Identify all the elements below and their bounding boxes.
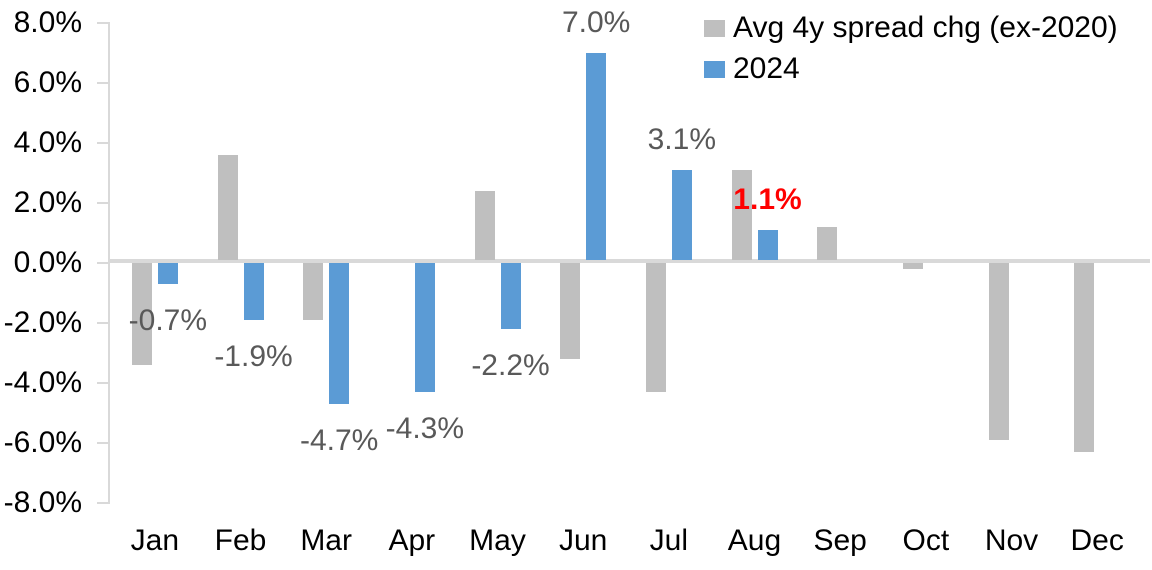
y-axis-tick-label: -8.0% [3, 486, 82, 519]
y-axis-tick-label: 6.0% [13, 66, 82, 99]
y-axis-tick-label: 0.0% [13, 246, 82, 279]
x-axis-label-jul: Jul [649, 524, 688, 557]
y-axis-tick [97, 502, 110, 504]
bar-avg-4y-spread-chg-ex-2020-mar [303, 263, 324, 320]
y-axis-tick-label: -2.0% [3, 306, 82, 339]
legend-item-avg-4y-spread: Avg 4y spread chg (ex-2020) [704, 10, 1118, 46]
y-axis-tick-label: 2.0% [13, 186, 82, 219]
zero-gridline [108, 259, 1150, 263]
y-axis-tick [97, 442, 110, 444]
y-axis-tick [97, 82, 110, 84]
x-axis-label-apr: Apr [388, 524, 436, 557]
bar-avg-4y-spread-chg-ex-2020-oct [902, 263, 923, 269]
x-axis-label-nov: Nov [984, 524, 1039, 557]
bar-avg-4y-spread-chg-ex-2020-jul [645, 263, 666, 392]
x-axis-label-oct: Oct [902, 524, 950, 557]
legend-label-2024: 2024 [733, 52, 800, 85]
y-axis-tick [97, 322, 110, 324]
y-axis-tick-label: -4.0% [3, 366, 82, 399]
data-label-jan: -0.7% [128, 304, 208, 337]
data-label-may: -2.2% [471, 349, 550, 382]
bar-avg-4y-spread-chg-ex-2020-nov [988, 263, 1009, 440]
y-axis-tick [97, 262, 110, 264]
x-axis-label-dec: Dec [1070, 524, 1124, 557]
bar-2024-mar [329, 263, 350, 404]
bar-2024-may [500, 263, 521, 329]
x-axis-label-mar: Mar [300, 524, 352, 557]
data-label-jun: 7.0% [561, 6, 631, 39]
data-label-jul: 3.1% [647, 123, 717, 156]
bar-2024-jul [671, 170, 692, 260]
bar-avg-4y-spread-chg-ex-2020-aug [731, 170, 752, 260]
y-axis-tick [97, 382, 110, 384]
x-axis-label-jan: Jan [130, 524, 180, 557]
bar-avg-4y-spread-chg-ex-2020-sep [817, 227, 838, 260]
bar-2024-jan [157, 263, 178, 284]
bar-avg-4y-spread-chg-ex-2020-feb [217, 155, 238, 260]
bar-avg-4y-spread-chg-ex-2020-jun [560, 263, 581, 359]
legend-label-avg-4y-spread: Avg 4y spread chg (ex-2020) [733, 11, 1118, 44]
bar-avg-4y-spread-chg-ex-2020-may [474, 191, 495, 260]
data-label-apr: -4.3% [385, 412, 465, 445]
y-axis-tick [97, 202, 110, 204]
legend: Avg 4y spread chg (ex-2020) 2024 [704, 10, 1118, 87]
bar-2024-apr [414, 263, 435, 392]
legend-swatch-gray [704, 19, 725, 37]
bar-2024-jun [586, 53, 607, 260]
y-axis-tick-label: 8.0% [13, 6, 82, 39]
x-axis-label-may: May [469, 524, 526, 557]
x-axis-label-jun: Jun [558, 524, 608, 557]
x-axis-label-aug: Aug [727, 524, 782, 557]
bar-avg-4y-spread-chg-ex-2020-dec [1074, 263, 1095, 452]
y-axis-tick-label: 4.0% [13, 126, 82, 159]
x-axis-label-feb: Feb [214, 524, 267, 557]
data-label-feb: -1.9% [214, 340, 293, 373]
data-label-aug: 1.1% [733, 183, 802, 216]
data-label-mar: -4.7% [299, 424, 379, 457]
legend-swatch-blue [704, 60, 725, 78]
x-axis-label-sep: Sep [813, 524, 867, 557]
y-axis-tick [97, 22, 110, 24]
legend-item-2024: 2024 [704, 51, 1118, 87]
y-axis-tick-label: -6.0% [3, 426, 82, 459]
bar-2024-aug [757, 230, 778, 260]
bar-2024-feb [243, 263, 264, 320]
bar-avg-4y-spread-chg-ex-2020-jan [131, 263, 152, 365]
y-axis-tick [97, 142, 110, 144]
